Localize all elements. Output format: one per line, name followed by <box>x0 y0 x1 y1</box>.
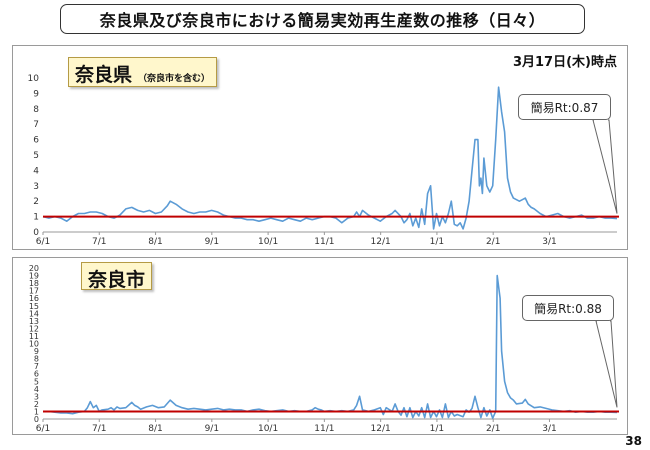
y-tick-label: 12 <box>29 324 39 333</box>
title-box: 奈良県及び奈良市における簡易実効再生産数の推移（日々） <box>60 4 585 34</box>
y-tick-label: 7 <box>34 362 39 371</box>
x-tick-label: 7/1 <box>92 237 106 247</box>
x-tick-label: 11/1 <box>314 237 334 247</box>
y-tick-label: 3 <box>33 182 39 192</box>
x-tick-label: 3/1 <box>542 424 556 434</box>
chart-panel-prefecture: 0 1 2 3 4 5 6 7 8 9 10 6/1 7/1 8/1 9/1 10/1 11/1 12/1 1/1 2… <box>12 45 628 250</box>
y-tick-label: 5 <box>33 151 39 161</box>
y-tick-label: 5 <box>34 377 39 386</box>
chart-label-sub: （奈良市を含む） <box>138 74 211 84</box>
x-tick-label: 3/1 <box>542 237 556 247</box>
y-tick-label: 9 <box>33 89 39 99</box>
y-tick-label: 0 <box>34 415 39 424</box>
y-tick-label: 7 <box>33 120 39 130</box>
y-tick-label: 1 <box>33 213 39 223</box>
chart-panel-city: 0 1 2 3 4 5 6 7 8 9 10 11 12 13 14 15 16 17 18 19 20 6/1 7/1 8/… <box>12 257 628 435</box>
y-tick-label: 8 <box>33 105 39 115</box>
y-tick-label: 18 <box>29 279 39 288</box>
chart-label-main: 奈良市 <box>88 269 146 291</box>
callout-pointer <box>595 320 618 408</box>
x-tick-label: 2/1 <box>486 424 500 434</box>
y-tick-label: 11 <box>29 332 39 341</box>
x-tick-label: 7/1 <box>92 424 106 434</box>
y-tick-label: 16 <box>29 294 39 303</box>
y-tick-label: 4 <box>33 166 39 176</box>
y-tick-label: 2 <box>33 197 39 207</box>
as-of-date: 3月17日(木)時点 <box>512 55 617 70</box>
y-tick-label: 6 <box>34 370 39 379</box>
y-tick-label: 9 <box>34 347 39 356</box>
page-title: 奈良県及び奈良市における簡易実効再生産数の推移（日々） <box>99 11 546 30</box>
y-tick-label: 0 <box>33 228 39 238</box>
y-tick-label: 17 <box>29 287 39 296</box>
y-tick-label: 20 <box>29 264 39 273</box>
y-tick-label: 4 <box>34 385 39 394</box>
page-number: 38 <box>625 434 642 448</box>
rt-series-line <box>42 86 618 230</box>
x-tick-label: 10/1 <box>258 424 278 434</box>
y-tick-label: 2 <box>34 400 39 409</box>
y-tick-label: 19 <box>29 272 39 281</box>
y-tick-label: 13 <box>29 317 39 326</box>
x-tick-label: 8/1 <box>148 237 162 247</box>
x-tick-label: 8/1 <box>148 424 162 434</box>
y-tick-label: 3 <box>34 392 39 401</box>
x-tick-label: 9/1 <box>205 424 219 434</box>
chart-label-main: 奈良県 <box>75 64 133 86</box>
callout-pointer <box>592 119 618 214</box>
x-tick-label: 6/1 <box>36 237 50 247</box>
x-tick-label: 9/1 <box>205 237 219 247</box>
x-tick-label: 2/1 <box>486 237 500 247</box>
y-tick-label: 1 <box>34 407 39 416</box>
y-tick-label: 10 <box>29 340 39 349</box>
rt-callout-prefecture: 簡易Rt:0.87 <box>518 94 611 120</box>
x-tick-label: 10/1 <box>258 237 278 247</box>
rt-callout-city: 簡易Rt:0.88 <box>522 295 614 321</box>
chart-prefecture: 0 1 2 3 4 5 6 7 8 9 10 6/1 7/1 8/1 9/1 10/1 11/1 12/1 1/1 2… <box>28 74 619 247</box>
y-tick-label: 6 <box>33 136 39 146</box>
x-tick-label: 1/1 <box>430 237 444 247</box>
x-tick-label: 12/1 <box>371 237 391 247</box>
y-tick-label: 10 <box>28 74 40 84</box>
x-tick-label: 12/1 <box>371 424 391 434</box>
chart-label-prefecture: 奈良県 （奈良市を含む） <box>68 57 218 87</box>
x-tick-label: 11/1 <box>314 424 334 434</box>
chart-label-city: 奈良市 <box>81 262 153 291</box>
y-tick-label: 15 <box>29 302 39 311</box>
y-tick-label: 14 <box>29 309 39 318</box>
x-tick-label: 1/1 <box>430 424 444 434</box>
y-tick-label: 8 <box>34 355 39 364</box>
x-tick-label: 6/1 <box>36 424 50 434</box>
